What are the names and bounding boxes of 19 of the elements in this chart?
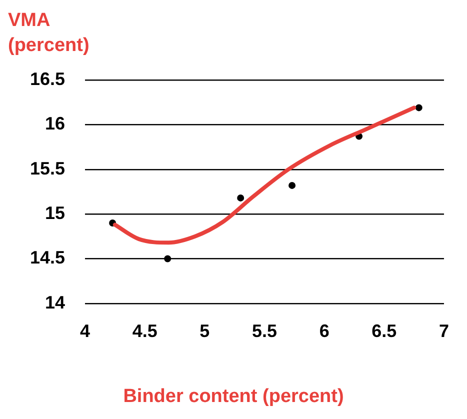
y-tick-label: 15 [45,203,66,224]
point [164,255,172,262]
x-tick-label: 6.5 [372,321,397,342]
y-tick-label: 16 [45,114,66,134]
point [415,104,422,112]
y-tick-label: 14.5 [30,248,66,268]
x-tick-label: 7 [438,321,449,342]
x-tick-label: 4.5 [132,321,158,342]
x-axis-title: Binder content (percent) [122,386,345,408]
point [237,194,244,202]
x-tick-label: 4 [80,321,90,342]
y-tick-label: 14 [45,292,66,312]
y-tick-label: 16.5 [30,68,66,89]
point [288,182,296,189]
x-tick-label: 6 [319,321,330,342]
x-tick-label: 5.5 [252,321,278,342]
x-tick-label: 5 [200,321,210,342]
y-axis-title: VMA (percent) [8,9,90,58]
y-tick-label: 15.5 [30,158,66,178]
